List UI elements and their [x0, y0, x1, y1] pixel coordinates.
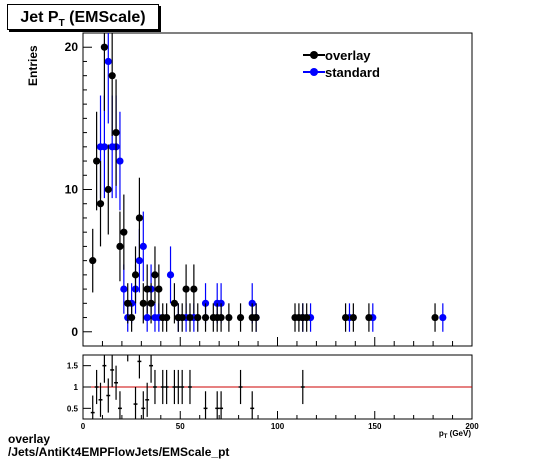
- overlay-point: [194, 313, 202, 322]
- main-y-ticks: 0 10 20: [65, 32, 92, 347]
- y-axis-label: Entries: [26, 45, 40, 86]
- overlay-point: [182, 285, 190, 293]
- overlay-point: [139, 299, 147, 307]
- standard-point: [135, 257, 144, 265]
- legend-standard-label: standard: [325, 65, 380, 80]
- overlay-point: [155, 285, 163, 293]
- standard-point: [139, 242, 147, 251]
- series-overlay: [89, 33, 439, 332]
- overlay-point: [151, 271, 159, 279]
- x-axis-label: pT (GeV): [439, 429, 471, 440]
- overlay-point: [186, 313, 194, 322]
- legend-overlay-label: overlay: [325, 48, 371, 63]
- overlay-point: [108, 72, 116, 80]
- overlay-point: [120, 228, 128, 236]
- title-subscript: T: [58, 18, 65, 30]
- legend: overlay standard: [303, 48, 380, 80]
- overlay-point: [341, 313, 350, 322]
- footer-line-1: overlay: [8, 432, 51, 446]
- overlay-point: [131, 271, 140, 279]
- overlay-point: [128, 313, 136, 322]
- standard-point: [143, 313, 151, 322]
- standard-point: [439, 313, 447, 322]
- standard-point: [116, 157, 124, 165]
- main-x-ticks: [82, 337, 473, 346]
- overlay-point: [190, 285, 198, 293]
- ratio-x-tick-label: 100: [271, 422, 285, 431]
- overlay-point: [431, 313, 439, 322]
- title-main: Jet P: [20, 9, 59, 26]
- overlay-point: [93, 157, 101, 165]
- overlay-point: [365, 313, 373, 322]
- overlay-point: [124, 299, 132, 307]
- plot-title: Jet PT (EMScale): [7, 4, 159, 30]
- overlay-point: [349, 313, 357, 322]
- overlay-point: [104, 185, 112, 194]
- legend-overlay-marker: [310, 51, 318, 59]
- overlay-point: [135, 214, 144, 222]
- overlay-point: [178, 313, 186, 322]
- overlay-point: [236, 313, 245, 322]
- overlay-point: [143, 285, 151, 293]
- overlay-point: [96, 200, 105, 208]
- overlay-point: [163, 313, 171, 322]
- ratio-points: [90, 355, 305, 419]
- footer-line-2: /Jets/AntiKt4EMPFlowJets/EMScale_pt: [8, 445, 230, 459]
- overlay-point: [170, 299, 179, 307]
- overlay-point: [100, 43, 108, 51]
- ratio-y-tick-label: 1: [74, 383, 79, 392]
- overlay-point: [201, 313, 210, 322]
- overlay-point: [217, 313, 225, 322]
- ratio-x-tick-label: 0: [81, 422, 86, 431]
- standard-point: [120, 285, 128, 293]
- main-y-tick-label: 20: [65, 40, 79, 54]
- overlay-point: [116, 242, 124, 251]
- ratio-x-tick-label: 50: [176, 422, 185, 431]
- overlay-point: [147, 299, 155, 307]
- standard-point: [166, 271, 175, 279]
- ratio-y-ticks: 0.5 1 1.5: [67, 362, 91, 413]
- footer: overlay /Jets/AntiKt4EMPFlowJets/EMScale…: [8, 433, 229, 459]
- legend-standard-marker: [310, 68, 318, 76]
- title-suffix: (EMScale): [64, 9, 146, 26]
- ratio-x-tick-label: 200: [465, 422, 479, 431]
- standard-point: [100, 143, 108, 151]
- main-y-tick-label: 10: [65, 183, 79, 197]
- overlay-point: [89, 257, 97, 265]
- ratio-x-ticks: 0 50 100 150 200: [81, 411, 479, 431]
- standard-point: [104, 57, 112, 66]
- overlay-point: [252, 313, 260, 322]
- ratio-y-tick-label: 1.5: [67, 362, 79, 371]
- ratio-x-tick-label: 150: [368, 422, 382, 431]
- main-plot-frame: [82, 32, 473, 347]
- overlay-point: [225, 313, 233, 322]
- overlay-point: [303, 313, 311, 322]
- ratio-y-tick-label: 0.5: [67, 404, 79, 413]
- main-y-tick-label: 0: [71, 325, 78, 339]
- overlay-point: [112, 128, 120, 137]
